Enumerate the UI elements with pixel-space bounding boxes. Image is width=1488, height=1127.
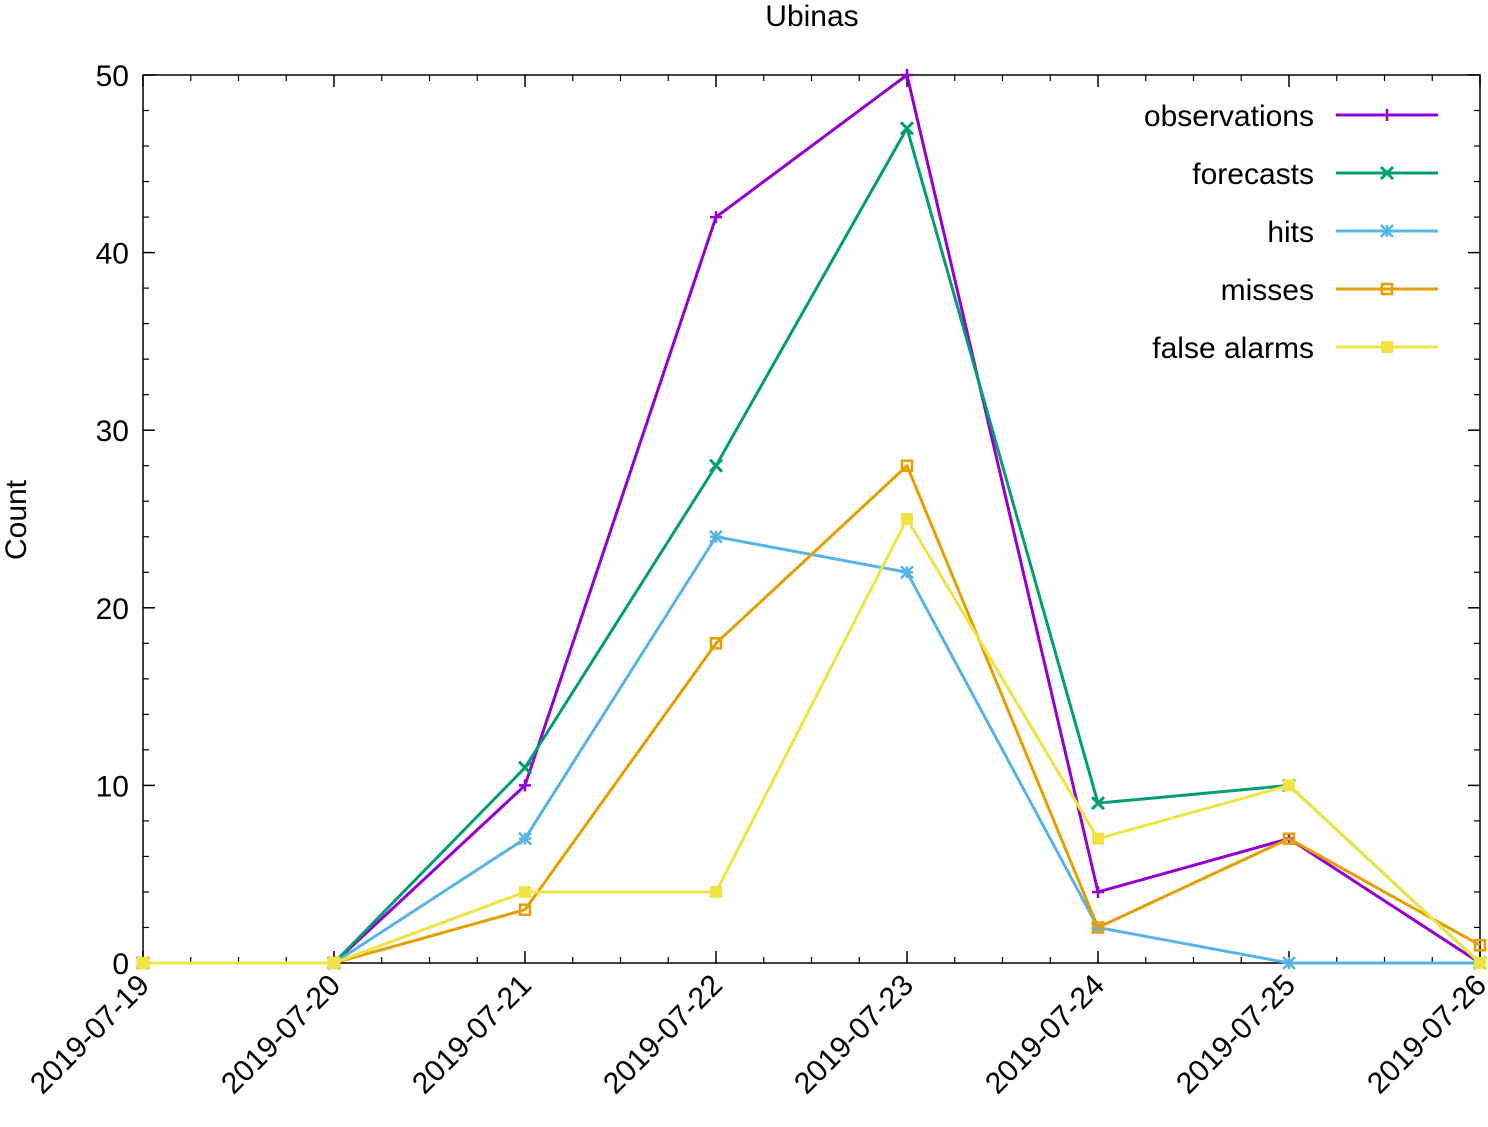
plot-border: [142, 74, 1481, 964]
point-marker: [1380, 224, 1394, 238]
x-tick-label: 2019-07-26: [1361, 969, 1488, 1101]
point-marker: [710, 211, 722, 224]
x-tick-label: 2019-07-21: [406, 969, 538, 1101]
chart-title: Ubinas: [765, 0, 858, 33]
x-tick-label: 2019-07-23: [788, 969, 920, 1101]
point-marker: [137, 957, 149, 969]
point-marker: [1474, 957, 1486, 969]
series-group: [135, 69, 1488, 971]
point-marker: [517, 760, 533, 775]
series-misses: [136, 459, 1487, 970]
y-axis-label: Count: [0, 479, 33, 560]
point-marker: [899, 121, 915, 136]
y-tick-label: 20: [96, 593, 129, 626]
point-marker: [1381, 109, 1393, 121]
legend-label: misses: [1221, 274, 1314, 307]
legend-label: forecasts: [1192, 158, 1314, 191]
point-marker: [1283, 779, 1295, 792]
point-marker: [518, 831, 532, 846]
point-marker: [1092, 885, 1104, 898]
point-marker: [519, 885, 531, 898]
point-marker: [900, 565, 914, 580]
series-line: [143, 73, 1481, 965]
legend-label: hits: [1267, 216, 1314, 249]
series-line: [143, 517, 1482, 965]
series-line: [143, 126, 1482, 965]
legend-entry: hits: [1267, 216, 1438, 249]
point-marker: [708, 458, 724, 473]
point-marker: [709, 529, 723, 544]
point-marker: [1473, 938, 1487, 952]
point-marker: [328, 957, 340, 969]
y-tick-label: 30: [96, 415, 129, 448]
y-tick-label: 0: [112, 948, 129, 981]
point-marker: [518, 903, 532, 916]
x-tick-label: 2019-07-20: [215, 969, 347, 1101]
series-line: [143, 535, 1480, 965]
legend-label: false alarms: [1152, 332, 1314, 365]
x-tick-label: 2019-07-19: [24, 969, 156, 1101]
x-tick-label: 2019-07-25: [1170, 969, 1302, 1101]
series-false-alarms: [137, 513, 1486, 969]
y-tick-label: 40: [96, 238, 129, 271]
point-marker: [1282, 832, 1296, 845]
point-marker: [1091, 921, 1105, 934]
legend-entry: forecasts: [1192, 158, 1438, 191]
point-marker: [710, 885, 722, 898]
point-marker: [1092, 832, 1104, 845]
series-hits: [136, 529, 1487, 970]
point-marker: [901, 69, 913, 81]
y-tick-label: 50: [96, 60, 129, 93]
series-line: [143, 464, 1481, 965]
legend-entry: observations: [1144, 100, 1438, 133]
y-tick-label: 10: [96, 770, 129, 803]
legend-entry: misses: [1221, 274, 1438, 307]
point-marker: [709, 637, 723, 650]
point-marker: [900, 459, 914, 472]
legend: observations forecasts hits misses false ala…: [1144, 100, 1438, 365]
point-marker: [1379, 165, 1395, 181]
point-marker: [901, 513, 913, 525]
point-marker: [1381, 341, 1393, 353]
point-marker: [519, 779, 531, 792]
point-marker: [1282, 956, 1296, 970]
point-marker: [1380, 282, 1394, 296]
x-tick-label: 2019-07-22: [597, 969, 729, 1101]
x-tick-label: 2019-07-24: [979, 969, 1111, 1101]
point-marker: [1090, 796, 1106, 811]
legend-entry: false alarms: [1152, 332, 1438, 365]
legend-label: observations: [1144, 100, 1314, 133]
